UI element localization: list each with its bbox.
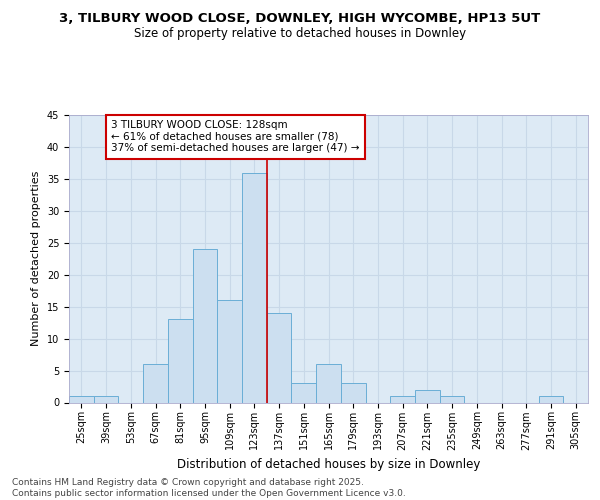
Bar	[94, 396, 118, 402]
Bar	[292, 384, 316, 402]
Bar	[267, 313, 292, 402]
Bar	[143, 364, 168, 403]
Y-axis label: Number of detached properties: Number of detached properties	[31, 171, 41, 346]
Text: 3 TILBURY WOOD CLOSE: 128sqm
← 61% of detached houses are smaller (78)
37% of se: 3 TILBURY WOOD CLOSE: 128sqm ← 61% of de…	[111, 120, 359, 154]
Text: Size of property relative to detached houses in Downley: Size of property relative to detached ho…	[134, 28, 466, 40]
Text: Contains HM Land Registry data © Crown copyright and database right 2025.
Contai: Contains HM Land Registry data © Crown c…	[12, 478, 406, 498]
Bar	[193, 249, 217, 402]
Bar	[168, 320, 193, 402]
Bar	[242, 172, 267, 402]
Bar	[341, 384, 365, 402]
Text: 3, TILBURY WOOD CLOSE, DOWNLEY, HIGH WYCOMBE, HP13 5UT: 3, TILBURY WOOD CLOSE, DOWNLEY, HIGH WYC…	[59, 12, 541, 26]
Bar	[415, 390, 440, 402]
Bar	[69, 396, 94, 402]
Bar	[539, 396, 563, 402]
Bar	[440, 396, 464, 402]
X-axis label: Distribution of detached houses by size in Downley: Distribution of detached houses by size …	[177, 458, 480, 471]
Bar	[217, 300, 242, 402]
Bar	[316, 364, 341, 403]
Bar	[390, 396, 415, 402]
